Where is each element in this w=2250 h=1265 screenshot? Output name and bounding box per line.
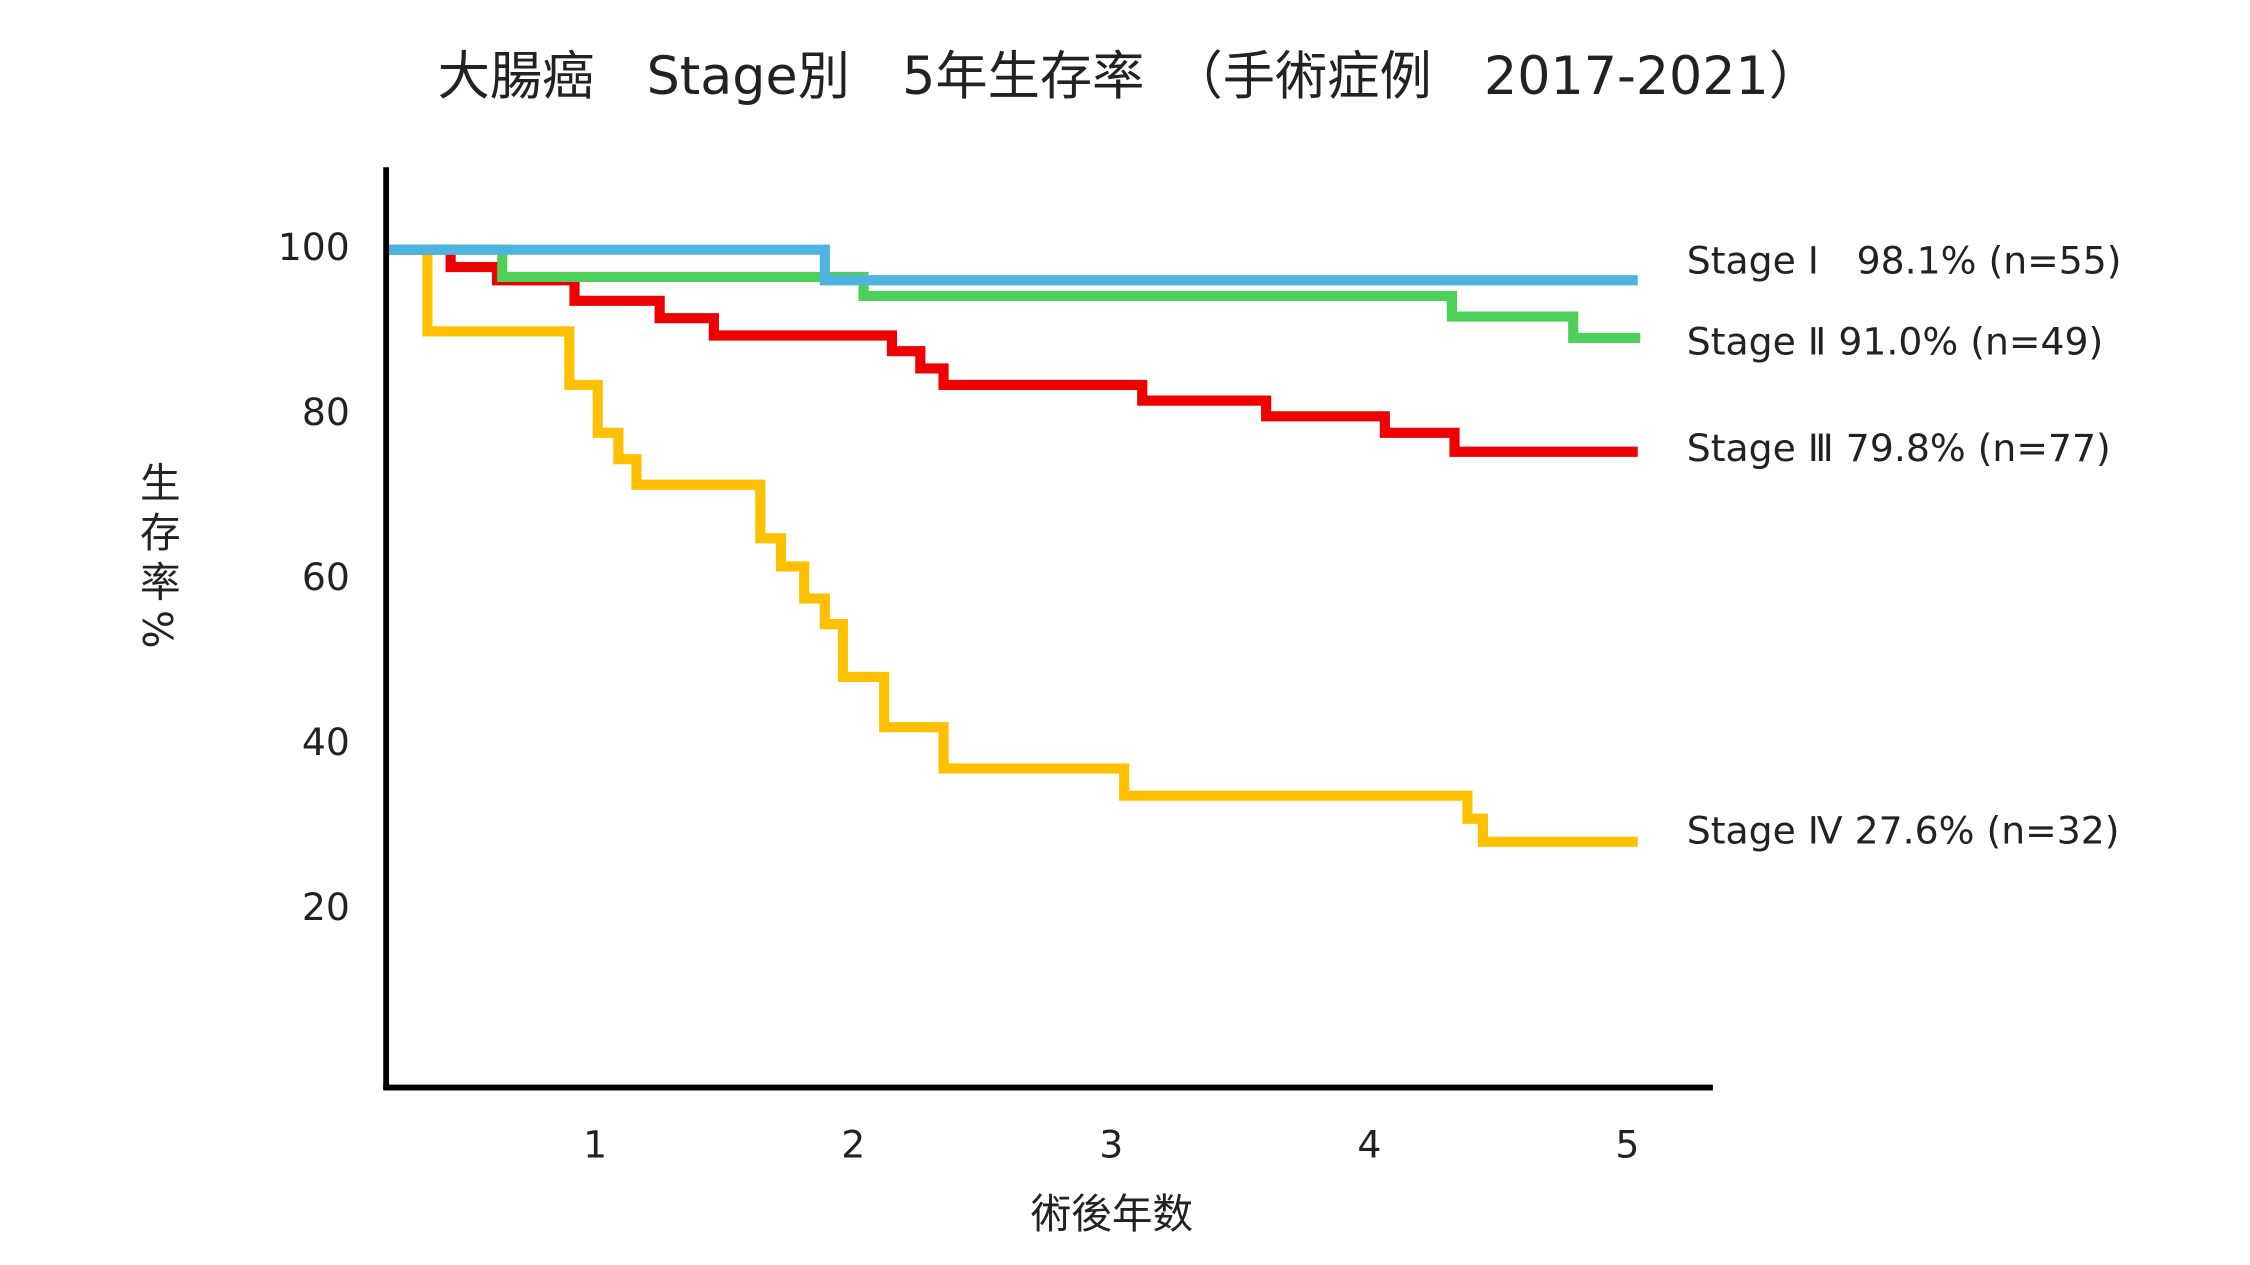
y-tick-label: 100: [278, 225, 350, 269]
legend-label: Stage Ⅱ 91.0% (n=49): [1687, 319, 2103, 363]
legend-label: Stage Ⅲ 79.8% (n=77): [1687, 426, 2111, 470]
y-tick-label: 20: [302, 885, 350, 929]
y-tick-label: 40: [302, 720, 350, 764]
x-tick-label: 2: [841, 1123, 865, 1167]
plot: [386, 244, 1641, 847]
legend-label: Stage Ⅳ 27.6% (n=32): [1687, 809, 2120, 853]
x-tick-label: 4: [1357, 1123, 1381, 1167]
y-axis-label: 生存率%: [133, 462, 181, 657]
x-axis-label: 術後年数: [1031, 1190, 1194, 1238]
legend-label: Stage Ⅰ 98.1% (n=55): [1687, 238, 2122, 282]
chart-title: 大腸癌 Stage別 5年生存率 （手術症例 2017-2021）: [438, 47, 1821, 107]
survival-line: [386, 244, 1638, 286]
x-tick-label: 5: [1615, 1123, 1639, 1167]
survival-line: [386, 244, 1638, 847]
y-tick-label: 60: [302, 555, 350, 599]
survival-line: [386, 244, 1641, 344]
x-tick-label: 1: [583, 1123, 607, 1167]
y-tick-label: 80: [302, 390, 350, 434]
x-tick-label: 3: [1099, 1123, 1123, 1167]
